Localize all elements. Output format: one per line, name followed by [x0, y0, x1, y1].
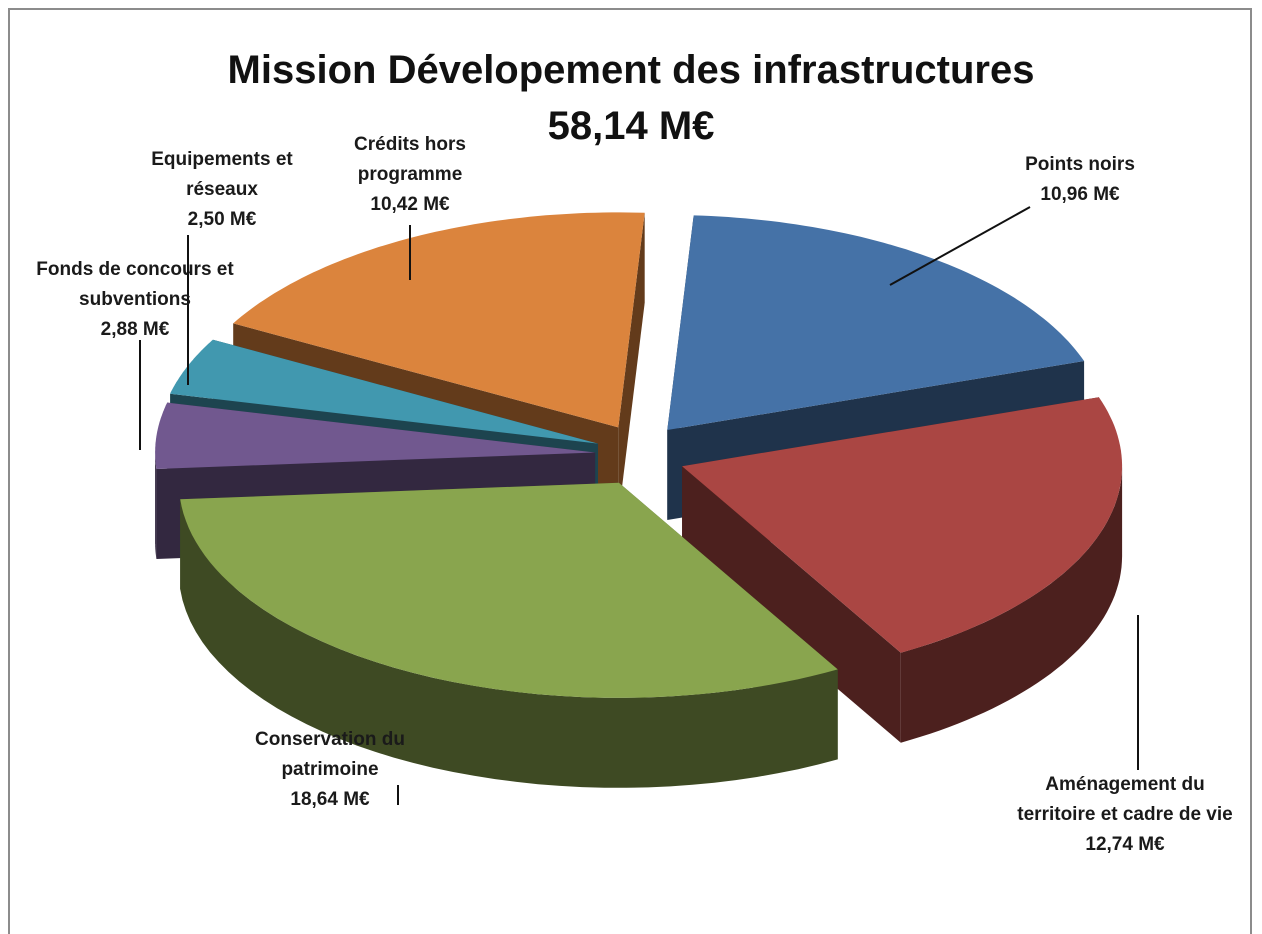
slice-name: Crédits hors programme — [354, 134, 466, 185]
data-label: Equipements et réseaux 2,50 M€ — [127, 145, 317, 235]
slice-name: Equipements et réseaux — [151, 149, 293, 200]
slice-side — [618, 212, 645, 518]
slice-name: Points noirs — [1025, 154, 1135, 175]
chart-subtitle: 58,14 M€ — [547, 104, 715, 148]
slice-wall — [155, 452, 157, 559]
chart-title: Mission Dévelopement des infrastructures — [227, 48, 1035, 92]
slice — [682, 397, 1123, 653]
slice-value: 2,88 M€ — [100, 319, 170, 340]
slice-side — [682, 466, 901, 743]
slice-value: 10,42 M€ — [370, 194, 450, 215]
leader-line — [889, 206, 1031, 286]
slice-name: Fonds de concours et subventions — [36, 259, 234, 310]
slice-wall — [180, 499, 838, 788]
data-label: Fonds de concours et subventions 2,88 M€ — [5, 255, 265, 345]
chart-border — [8, 8, 1252, 934]
slice — [233, 212, 645, 428]
slice-name: Conservation du patrimoine — [255, 729, 405, 780]
slice — [155, 402, 596, 469]
slice-value: 10,96 M€ — [1040, 184, 1120, 205]
slice-name: Aménagement du territoire et cadre de vi… — [1017, 774, 1233, 825]
slice-value: 12,74 M€ — [1085, 834, 1165, 855]
data-label: Crédits hors programme 10,42 M€ — [315, 130, 505, 220]
slice-value: 2,50 M€ — [187, 209, 257, 230]
slice — [180, 482, 838, 698]
data-label: Points noirs 10,96 M€ — [980, 150, 1180, 210]
slice — [170, 339, 598, 444]
slice-wall — [900, 466, 1123, 743]
data-label: Aménagement du territoire et cadre de vi… — [1010, 770, 1240, 860]
slice-value: 18,64 M€ — [290, 789, 370, 810]
slice — [667, 215, 1085, 430]
data-label: Conservation du patrimoine 18,64 M€ — [215, 725, 445, 815]
